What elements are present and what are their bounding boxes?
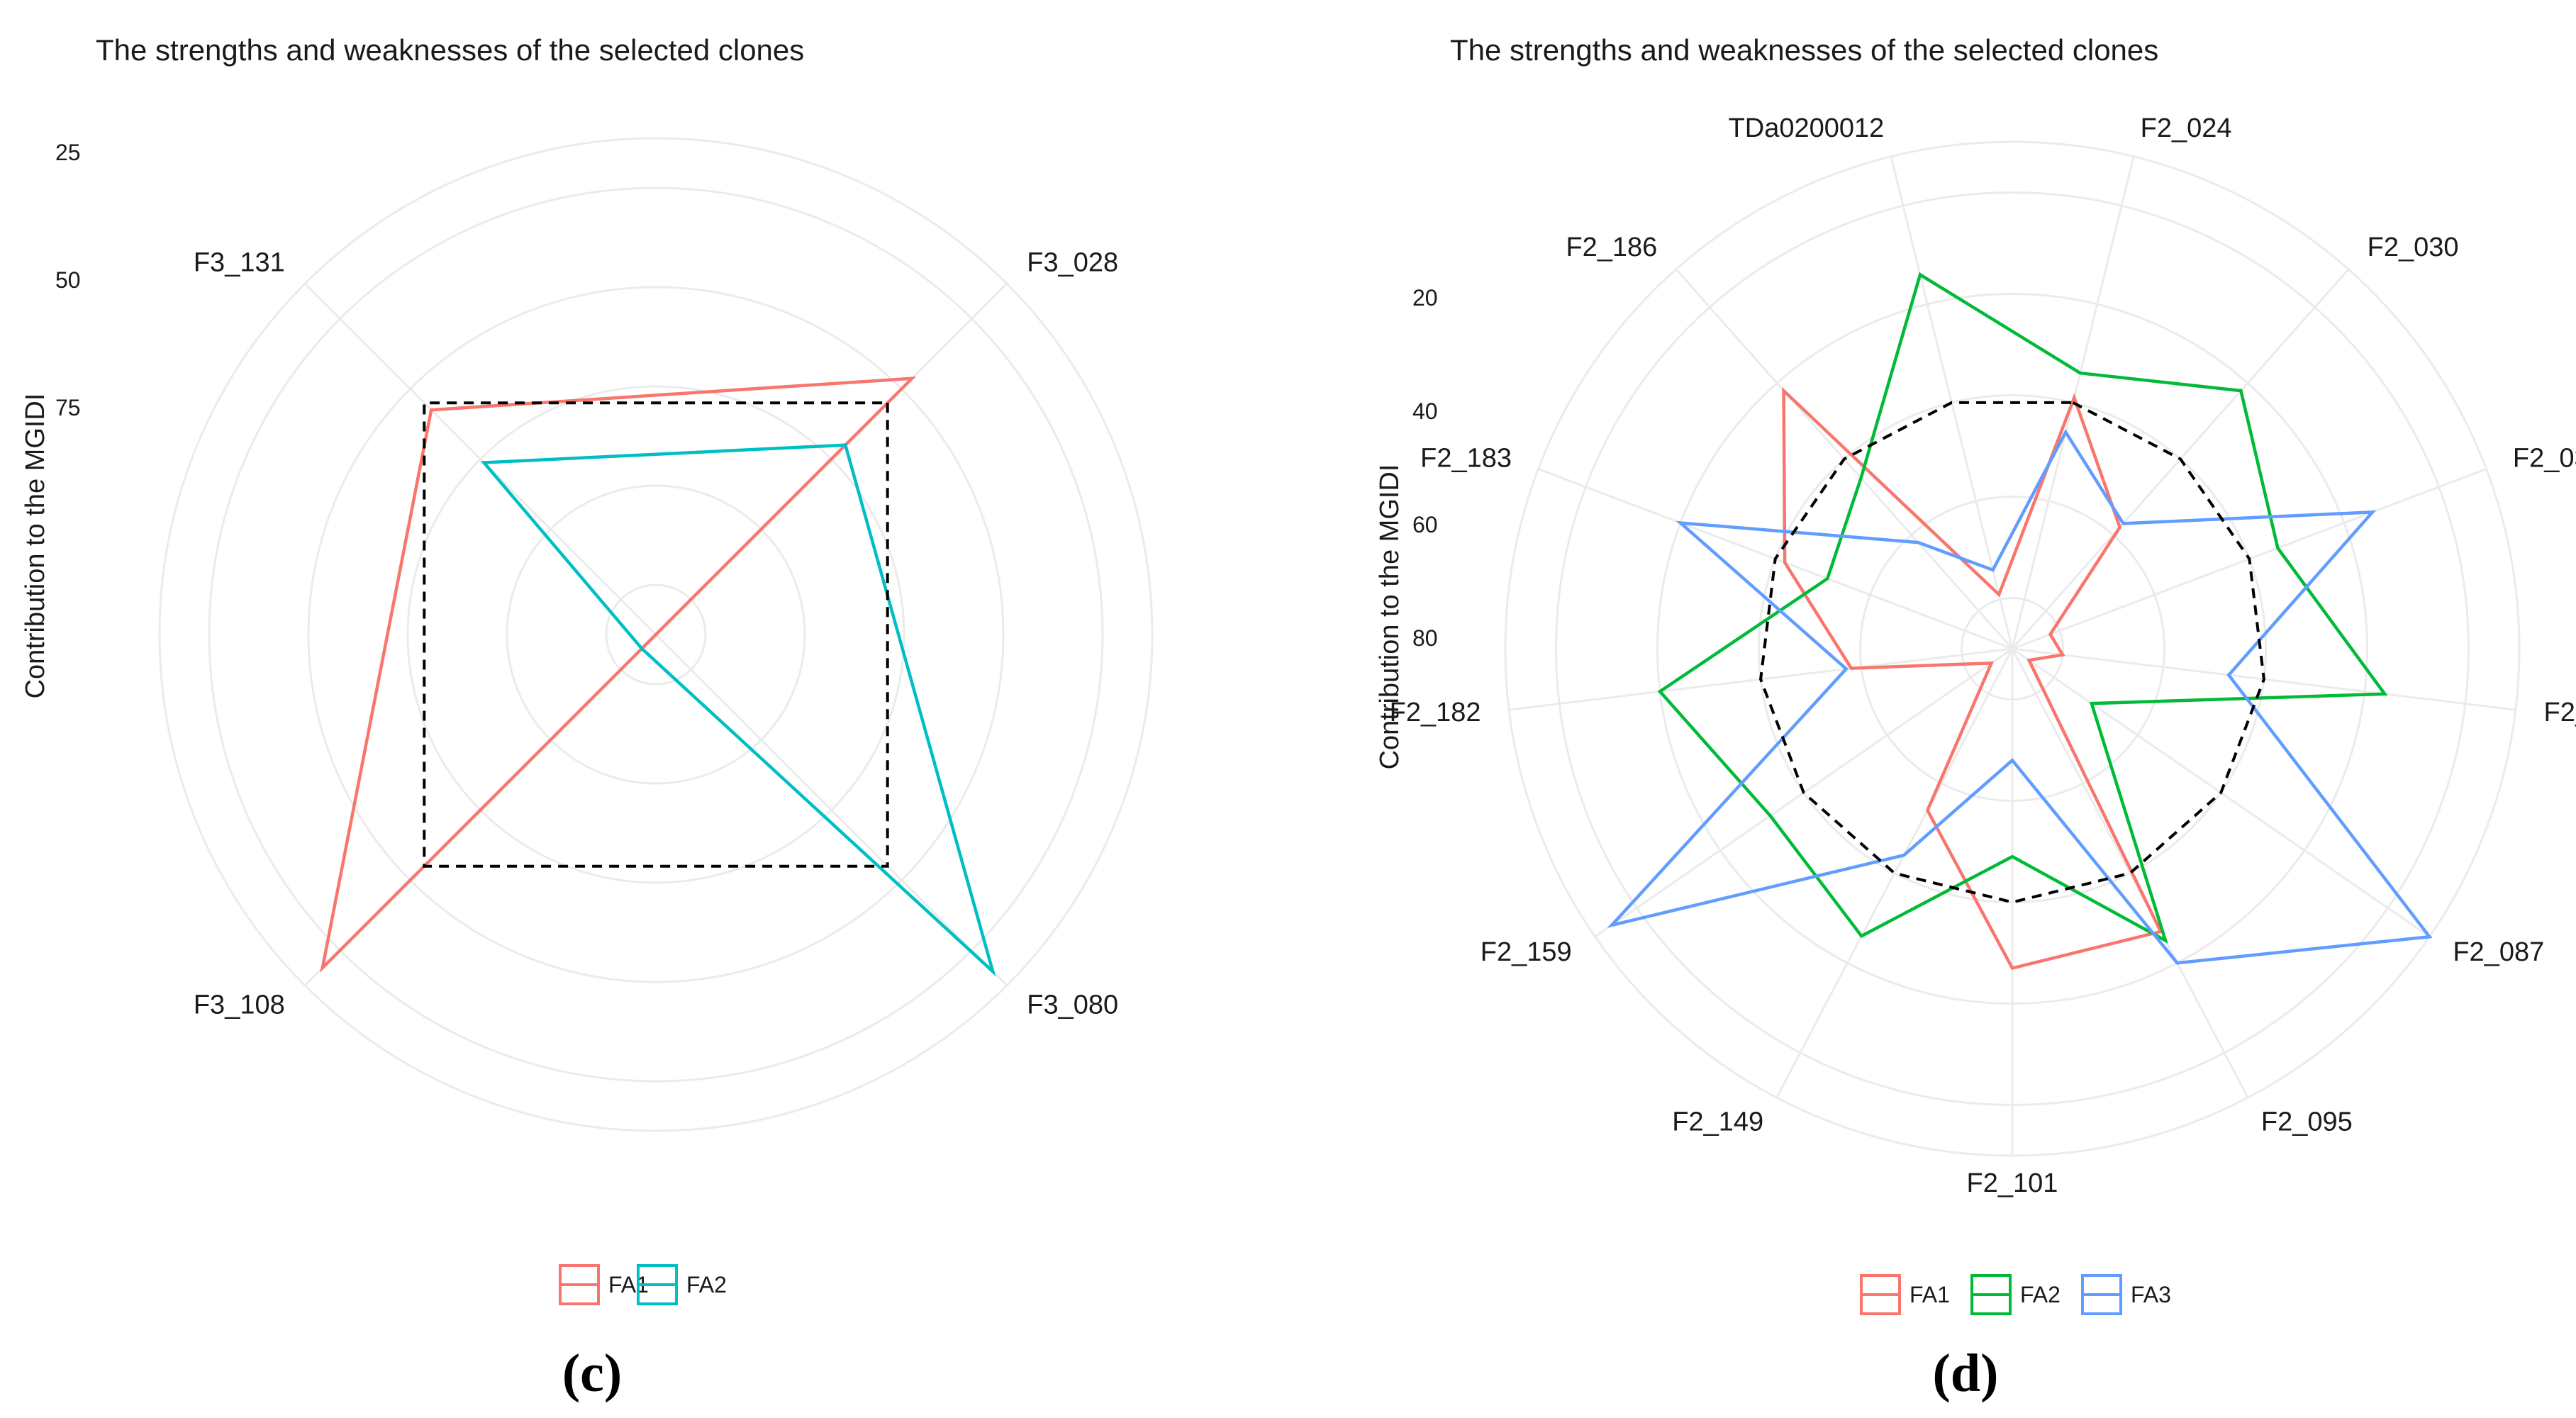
grid-spoke xyxy=(2011,648,2249,1098)
series-fa2-polygon xyxy=(480,443,996,977)
legend-label-fa1: FA1 xyxy=(1909,1282,1950,1307)
grid-ring xyxy=(406,385,905,884)
legend-item-fa1: FA1 xyxy=(1860,1274,1950,1315)
reference-mean-polygon xyxy=(423,401,889,868)
series-fa1-polygon xyxy=(1782,386,2163,971)
legend-c: FA1 FA2 xyxy=(559,1264,727,1305)
grid-ring xyxy=(307,286,1005,983)
axis-label-f3-108: F3_108 xyxy=(194,990,285,1020)
reference-mean-polygon xyxy=(1759,401,2265,904)
radial-tick-labels-d: 20 40 60 80 xyxy=(1412,285,1438,651)
legend-d: FA1 FA2 FA3 xyxy=(1860,1274,2171,1315)
radar-chart-c: The strengths and weaknesses of the sele… xyxy=(21,33,1154,1403)
axis-label-f2-024: F2_024 xyxy=(2141,113,2232,143)
legend-label-fa2: FA2 xyxy=(2020,1282,2061,1307)
grid-spoke xyxy=(303,282,657,636)
axis-label-tda0200012: TDa0200012 xyxy=(1729,113,1885,143)
grid-ring xyxy=(605,584,707,686)
radar-series-d xyxy=(1607,272,2433,971)
legend-item-fa2: FA2 xyxy=(1970,1274,2061,1315)
y-axis-label-d: Contribution to the MGIDI xyxy=(1375,464,1405,770)
radar-series-c xyxy=(320,376,996,977)
axis-label-f2-183: F2_183 xyxy=(1420,443,1512,473)
axis-label-f2-182: F2_182 xyxy=(1390,698,1481,727)
axis-labels-c: F3_028 F3_080 F3_108 F3_131 xyxy=(194,248,1118,1020)
grid-ring xyxy=(506,484,806,785)
axis-label-f2-159: F2_159 xyxy=(1481,937,1572,967)
panel-label-d: (d) xyxy=(1933,1344,1999,1403)
series-fa3-polygon xyxy=(1607,429,2433,965)
grid-spoke xyxy=(1775,648,2014,1098)
axis-label-f2-186: F2_186 xyxy=(1566,233,1657,262)
legend-item-fa2: FA2 xyxy=(637,1264,727,1305)
radial-tick-80: 80 xyxy=(1412,625,1438,651)
chart-title-c: The strengths and weaknesses of the sele… xyxy=(96,33,804,67)
legend-label-fa2: FA2 xyxy=(686,1272,727,1297)
radar-grid-d xyxy=(1504,140,2521,1157)
legend-item-fa3: FA3 xyxy=(2081,1274,2171,1315)
radial-tick-60: 60 xyxy=(1412,512,1438,537)
radial-tick-40: 40 xyxy=(1412,398,1438,424)
radial-tick-50: 50 xyxy=(55,267,81,293)
axis-label-f2-030: F2_030 xyxy=(2368,233,2459,262)
radial-tick-20: 20 xyxy=(1412,285,1438,311)
series-fa2-polygon xyxy=(1657,272,2388,944)
legend-item-fa1: FA1 xyxy=(559,1264,649,1305)
chart-title-d: The strengths and weaknesses of the sele… xyxy=(1450,33,2158,67)
grid-ring xyxy=(158,137,1154,1132)
radar-chart-d: The strengths and weaknesses of the sele… xyxy=(1375,33,2576,1403)
legend-label-fa3: FA3 xyxy=(2131,1282,2171,1307)
radial-tick-75: 75 xyxy=(55,395,81,420)
panel-label-c: (c) xyxy=(562,1344,622,1403)
radial-tick-labels-c: 25 50 75 xyxy=(55,140,81,420)
axis-label-f2-034: F2_034 xyxy=(2513,443,2576,473)
grid-spoke xyxy=(654,633,1008,987)
axis-label-f3-028: F3_028 xyxy=(1027,248,1118,278)
axis-labels-d: F2_024 F2_030 F2_034 F2_073 F2_087 F2_095 F2_1… xyxy=(1390,113,2576,1198)
axis-label-f2-073: F2_073 xyxy=(2543,698,2576,727)
axis-label-f2-087: F2_087 xyxy=(2453,937,2544,967)
axis-label-f3-131: F3_131 xyxy=(194,248,285,278)
axis-label-f2-095: F2_095 xyxy=(2261,1107,2353,1137)
radial-tick-25: 25 xyxy=(55,140,81,165)
axis-label-f2-149: F2_149 xyxy=(1672,1107,1763,1137)
axis-label-f3-080: F3_080 xyxy=(1027,990,1118,1020)
axis-label-f2-101: F2_101 xyxy=(1967,1168,2058,1198)
series-fa1-polygon xyxy=(320,376,917,973)
y-axis-label-c: Contribution to the MGIDI xyxy=(21,393,50,699)
grid-ring xyxy=(208,186,1104,1083)
